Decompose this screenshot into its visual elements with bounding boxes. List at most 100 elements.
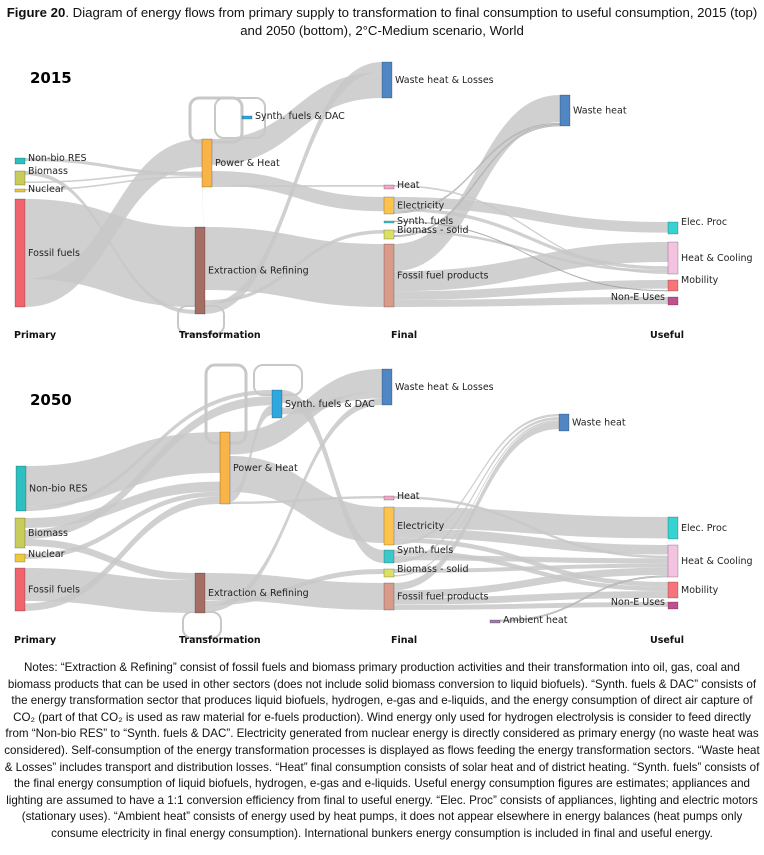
node-label-biosolid: Biomass - solid [397,225,468,236]
node-fossil [14,198,26,308]
flow-synthf-to-heatcool [394,555,668,564]
node-synthdac [271,389,283,419]
flow-biomass-to-power [25,481,220,528]
stage-label-primary: Primary [14,330,57,341]
node-label-power: Power & Heat [215,158,280,169]
flow-fossilprod-to-none [394,297,668,307]
node-synthf [383,220,395,224]
node-label-nonbio: Non-bio RES [29,484,88,495]
flow-synthf-to-mobility [394,550,668,592]
flow-power-to-synthdac [230,405,272,502]
node-label-wasteloss: Waste heat & Losses [395,75,494,86]
node-nuclear [14,188,26,193]
flow-nuclear-to-power [25,491,220,559]
node-label-ambient: Ambient heat [503,615,568,626]
flow-biosolid-to-waste [394,420,559,577]
node-none [667,601,679,610]
node-label-elec: Electricity [397,521,445,532]
flow-elec-to-mobility [394,537,668,587]
node-heatcool [667,544,679,578]
node-nuclear [14,553,26,563]
sankey-diagrams: 2015 Non-bio RES Biomass Nuclear Fossil fue… [14,61,753,646]
node-label-none: Non-E Uses [611,597,665,608]
node-biomass [14,517,26,549]
node-label-power: Power & Heat [233,463,298,474]
node-heat [383,495,395,501]
node-label-mobility: Mobility [681,275,719,286]
self-consumption-loop [214,97,266,139]
figure-caption: Figure 20. Diagram of energy flows from … [0,4,764,40]
node-extract [194,572,206,614]
stage-label-useful: Useful [650,330,684,341]
node-power [201,138,213,188]
node-label-biomass: Biomass [28,166,68,177]
links-2015 [25,62,669,335]
stage-label-useful: Useful [650,635,684,646]
node-label-heatcool: Heat & Cooling [681,253,753,264]
node-label-synthf: Synth. fuels [397,216,453,227]
flow-biomass-to-power [25,171,202,184]
flow-fossilprod-to-mobility [394,591,668,605]
node-biosolid [383,229,395,240]
flow-extract-to-biosolid [205,230,384,304]
node-label-biosolid: Biomass - solid [397,564,468,575]
node-label-fossilprod: Fossil fuel products [397,592,489,603]
flow-fossil-to-power [25,139,202,307]
node-label-heatcool: Heat & Cooling [681,556,753,567]
node-label-synthf: Synth. fuels [397,545,453,556]
flow-extract-to-biosolid [205,569,384,606]
sankey-2015: 2015 Non-bio RES Biomass Nuclear Fossil fue… [14,61,753,341]
flow-elec-to-elecproc [394,197,668,233]
flow-heat-to-heatcool [394,496,668,559]
node-label-waste: Waste heat [573,106,627,117]
node-elec [383,506,395,546]
node-waste [559,94,571,127]
figure-label: Figure 20 [6,5,66,20]
flow-elec-to-waste [394,414,559,545]
node-wasteloss [381,61,393,99]
flow-biomass-to-synthdac [25,396,272,539]
flow-nonbio-to-synthdac [26,390,272,511]
node-nonbio [15,465,27,512]
node-label-heat: Heat [397,180,420,191]
node-biomass [14,170,26,186]
flow-biomass-to-extract [25,171,195,314]
flow-power-to-heat [230,496,384,504]
year-label-2050: 2050 [30,391,72,409]
node-none [667,296,679,306]
node-label-extract: Extraction & Refining [208,588,309,599]
node-label-extract: Extraction & Refining [208,266,309,277]
flow-power-to-heat [212,185,384,187]
flow-power-to-wasteloss [212,72,382,165]
node-power [219,431,231,505]
stage-label-final: Final [391,635,417,646]
flow-fossilprod-to-heatcool [394,242,668,292]
node-ambient [489,619,501,624]
stage-label-primary: Primary [14,635,57,646]
node-mobility [667,581,679,599]
flow-fossilprod-to-mobility [394,280,668,300]
flow-fossilprod-to-waste [394,95,560,272]
flow-fossil-to-power [25,496,220,611]
node-synthf [383,549,395,564]
node-elecproc [667,516,679,540]
flow-fossilprod-to-heatcool [394,567,668,598]
node-fossilprod [383,582,395,611]
flow-power-to-elec [212,171,384,212]
node-label-elecproc: Elec. Proc [681,523,727,534]
stage-label-transformation: Transformation [179,330,261,341]
node-label-synthdac: Synth. fuels & DAC [255,111,345,122]
year-label-2015: 2015 [30,69,72,87]
stage-labels-2050: Primary Transformation Final Useful [14,635,684,646]
flow-synthf-to-waste [394,417,559,563]
node-nonbio [14,157,26,165]
flow-biosolid-to-heatcool [394,563,668,573]
stage-label-final: Final [391,330,417,341]
node-heatcool [667,241,679,275]
node-heat [383,184,395,190]
flow-nonbio-to-power [25,158,202,177]
figure-notes: Notes: “Extraction & Refining” consist o… [4,661,760,840]
flow-biosolid-to-heatcool [394,230,668,273]
figure-caption-text: . Diagram of energy flows from primary s… [65,5,758,38]
stage-labels-2015: Primary Transformation Final Useful [14,330,684,341]
